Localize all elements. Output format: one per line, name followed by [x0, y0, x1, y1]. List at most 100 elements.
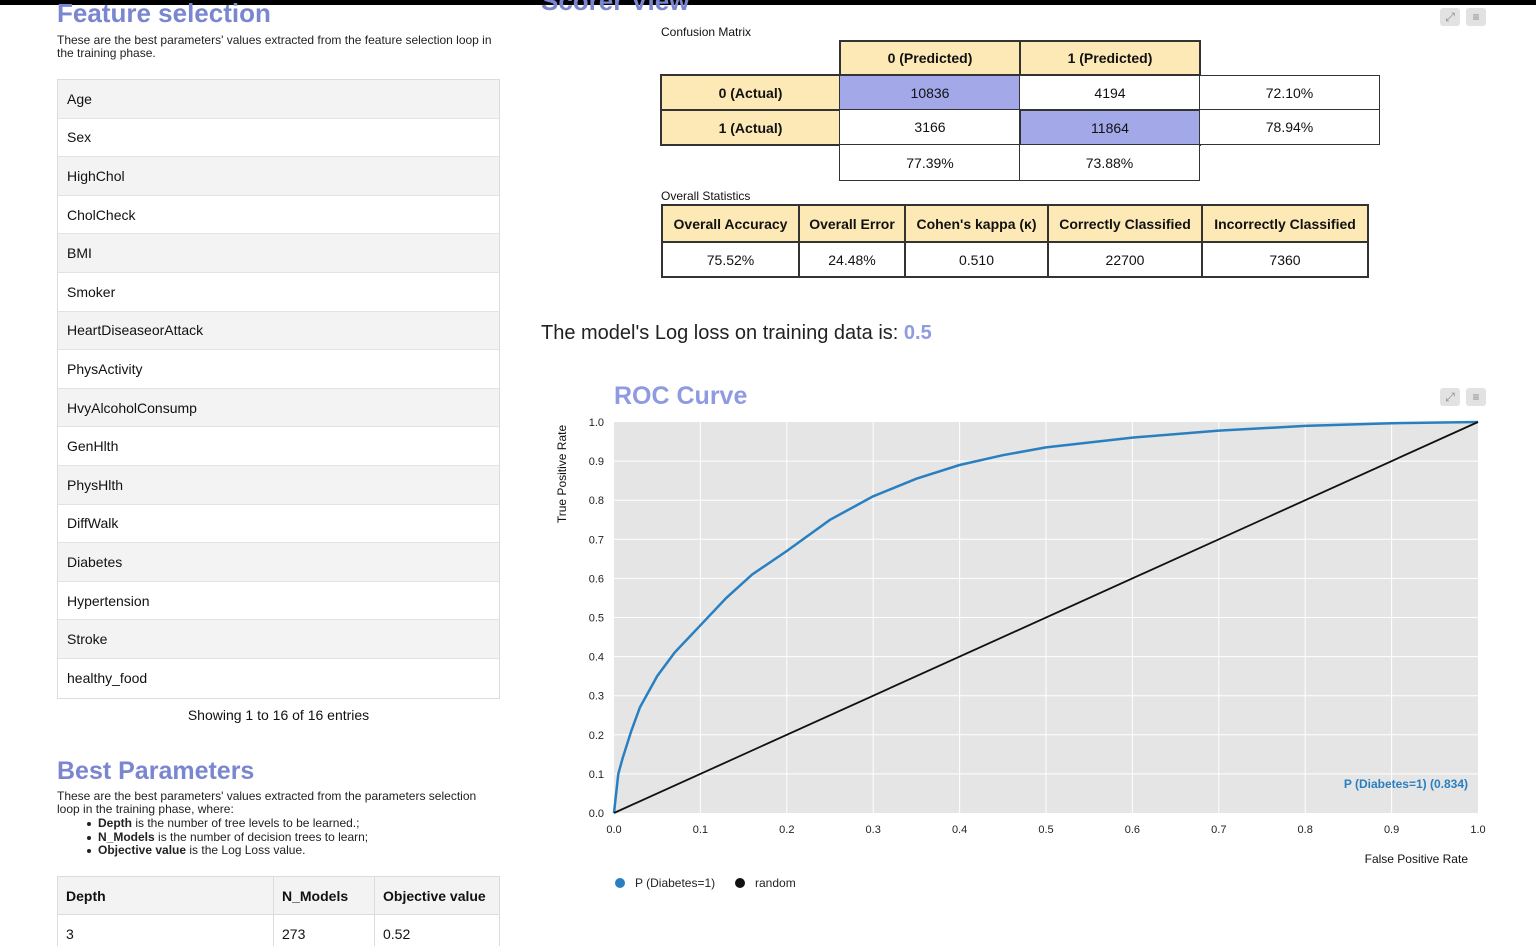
parameter-term: Depth: [98, 816, 132, 830]
table-row: Smoker: [58, 272, 499, 312]
parameter-term: N_Models: [98, 829, 155, 844]
legend: P (Diabetes=1) random: [615, 876, 796, 890]
table-info: Showing 1 to 16 of 16 entries: [187, 707, 370, 723]
y-tick-label: 0.2: [589, 730, 604, 742]
table-row: HeartDiseaseorAttack: [58, 311, 499, 351]
x-tick-label: 0.8: [1298, 824, 1313, 836]
feature-selection-title: Feature selection: [57, 0, 271, 28]
x-tick-label: 0.7: [1211, 824, 1226, 836]
x-tick-label: 0.2: [779, 824, 794, 836]
column-header-n-models[interactable]: N_Models: [274, 877, 375, 914]
feature-selection-description: These are the best parameters' values ex…: [57, 33, 492, 60]
parameter-definition: is the number of tree levels to be learn…: [132, 816, 360, 830]
y-tick-label: 0.5: [589, 613, 604, 625]
y-axis-label: True Positive Rate: [555, 425, 569, 524]
expand-icon[interactable]: ⤢: [1440, 8, 1460, 26]
y-tick-label: 0.4: [589, 652, 604, 664]
axis-ticks: 0.0 0.1 0.2 0.3 0.4 0.5 0.6 0.7 0.8 0.9 1.0 0.0 0.1 0…: [589, 417, 1486, 836]
list-item: Depth is the number of tree levels to be…: [86, 816, 368, 831]
cm-cell-tp: 11864: [1019, 109, 1201, 146]
stat-header-correctly-classified: Correctly Classified: [1047, 204, 1203, 243]
y-tick-label: 0.9: [589, 456, 604, 468]
cm-row-pct-0: 72.10%: [1199, 75, 1380, 110]
parameter-definition: is the Log Loss value.: [186, 843, 306, 858]
logloss-value: 0.5: [903, 322, 932, 344]
x-tick-label: 0.6: [1125, 824, 1140, 836]
x-tick-label: 0.9: [1384, 824, 1399, 836]
table-row: DiffWalk: [58, 504, 499, 544]
table-row: Stroke: [58, 620, 499, 659]
menu-icon[interactable]: ≡: [1466, 8, 1486, 26]
cm-col-header-0: 0 (Predicted): [839, 40, 1021, 76]
y-tick-label: 0.0: [589, 808, 604, 820]
legend-label[interactable]: random: [755, 876, 796, 890]
stat-value-correctly-classified: 22700: [1047, 241, 1203, 278]
cell-n-models: 273: [274, 915, 375, 946]
logloss-text: The model's Log loss on training data is…: [541, 322, 904, 344]
column-header-objective-value[interactable]: Objective value: [383, 887, 486, 904]
y-tick-label: 0.8: [589, 495, 604, 507]
legend-label[interactable]: P (Diabetes=1): [635, 876, 715, 890]
cm-cell-fn: 3166: [839, 109, 1021, 145]
cm-row-header-1: 1 (Actual): [660, 109, 841, 146]
legend-marker: [615, 878, 625, 888]
expand-icon[interactable]: ⤢: [1440, 388, 1460, 406]
table-row: HighChol: [58, 157, 499, 196]
x-tick-label: 0.5: [1038, 824, 1053, 836]
logloss-statement: The model's Log loss on training data is…: [541, 322, 932, 345]
column-header-depth[interactable]: Depth: [58, 877, 274, 914]
y-tick-label: 0.7: [589, 534, 604, 546]
cm-col-header-1: 1 (Predicted): [1019, 40, 1201, 76]
series-line-random[interactable]: [613, 421, 1479, 814]
top-window-border: [0, 0, 1536, 5]
y-tick-label: 1.0: [589, 417, 604, 429]
table-row: Sex: [58, 118, 499, 158]
cell-objective-value: 0.52: [383, 926, 411, 942]
series-line-roc[interactable]: [612, 420, 1479, 814]
x-tick-label: 0.3: [866, 824, 881, 836]
table-row: Hypertension: [58, 581, 499, 621]
stat-header-cohens-kappa: Cohen's kappa (κ): [904, 204, 1049, 243]
stat-value-incorrectly-classified: 7360: [1201, 241, 1369, 278]
table-row: HvyAlcoholConsump: [58, 388, 499, 428]
cm-row-header-0: 0 (Actual): [660, 74, 841, 111]
series-auc-label: P (Diabetes=1) (0.834): [1344, 777, 1468, 791]
roc-chart: 0.0 0.1 0.2 0.3 0.4 0.5 0.6 0.7 0.8 0.9 1.0 0.0 0.1 0…: [555, 417, 1486, 890]
parameter-term: Objective value: [98, 843, 187, 858]
cell-depth: 3: [58, 915, 274, 946]
scorer-view-title: Scorer View: [541, 0, 690, 16]
table-row: BMI: [58, 234, 499, 273]
table-header-row: Depth N_Models Objective value: [58, 877, 499, 915]
table-row: GenHlth: [58, 427, 499, 466]
stat-value-overall-error: 24.48%: [798, 241, 906, 278]
confusion-matrix-label: Confusion Matrix: [661, 25, 752, 39]
cm-cell-tn: 10836: [839, 75, 1021, 110]
best-parameters-description: These are the best parameters' values ex…: [57, 789, 477, 816]
x-tick-label: 0.1: [693, 824, 708, 836]
feature-table: Age Sex HighChol CholCheck BMI Smoker HeartDis…: [57, 79, 500, 699]
stat-header-overall-accuracy: Overall Accuracy: [661, 204, 800, 243]
stat-header-overall-error: Overall Error: [798, 204, 906, 243]
table-row: Diabetes: [58, 543, 499, 582]
menu-icon[interactable]: ≡: [1466, 388, 1486, 406]
best-parameters-table: Depth N_Models Objective value 3 273 0.5…: [57, 876, 500, 946]
x-axis-label: False Positive Rate: [1365, 852, 1469, 866]
table-row: PhysHlth: [58, 465, 499, 505]
y-tick-label: 0.1: [589, 769, 604, 781]
list-item: N_Models is the number of decision trees…: [86, 829, 369, 845]
x-tick-label: 0.0: [606, 824, 621, 836]
parameter-definition: is the number of decision trees to learn…: [154, 829, 369, 844]
series-layer: [612, 420, 1479, 814]
stat-header-incorrectly-classified: Incorrectly Classified: [1201, 204, 1369, 243]
y-tick-label: 0.3: [589, 691, 604, 703]
cm-col-pct-0: 77.39%: [839, 144, 1021, 181]
x-tick-label: 1.0: [1470, 824, 1485, 836]
table-row: Age: [58, 80, 499, 119]
table-row: PhysActivity: [58, 350, 499, 389]
legend-marker: [735, 878, 745, 888]
best-parameters-title: Best Parameters: [57, 757, 255, 785]
x-tick-label: 0.4: [952, 824, 967, 836]
roc-chart-title: ROC Curve: [614, 382, 748, 410]
parameter-definitions-list: Depth is the number of tree levels to be…: [86, 816, 369, 858]
table-row: 3 273 0.52: [58, 915, 499, 946]
